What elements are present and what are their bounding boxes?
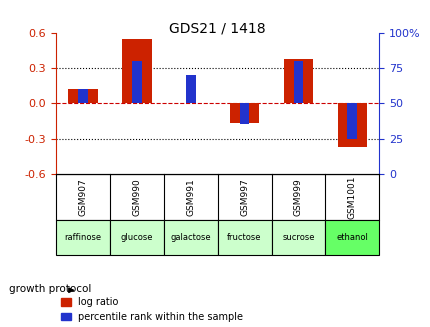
Text: sucrose: sucrose: [282, 233, 314, 242]
Bar: [283, 59, 313, 103]
Text: growth protocol: growth protocol: [9, 284, 91, 294]
Bar: [163, 220, 217, 255]
Text: GSM999: GSM999: [293, 178, 302, 216]
Text: raffinose: raffinose: [64, 233, 101, 242]
Text: fructose: fructose: [227, 233, 261, 242]
Bar: [337, 103, 366, 147]
Bar: [325, 220, 378, 255]
Text: GSM907: GSM907: [78, 178, 87, 216]
Bar: [56, 220, 110, 255]
Legend: log ratio, percentile rank within the sample: log ratio, percentile rank within the sa…: [61, 297, 243, 322]
Bar: [68, 89, 98, 103]
Text: GDS21 / 1418: GDS21 / 1418: [169, 21, 265, 35]
Bar: [271, 220, 325, 255]
Bar: [78, 89, 88, 103]
Text: galactose: galactose: [170, 233, 211, 242]
Bar: [185, 75, 195, 103]
Bar: [110, 220, 163, 255]
Text: GSM991: GSM991: [186, 178, 195, 216]
Text: GSM990: GSM990: [132, 178, 141, 216]
Bar: [293, 61, 303, 103]
Bar: [229, 103, 259, 123]
Text: ethanol: ethanol: [336, 233, 367, 242]
Bar: [217, 220, 271, 255]
Bar: [239, 103, 249, 125]
Bar: [347, 103, 356, 139]
Text: glucose: glucose: [120, 233, 153, 242]
Text: GSM997: GSM997: [240, 178, 249, 216]
Text: GSM1001: GSM1001: [347, 175, 356, 218]
Bar: [122, 39, 151, 103]
Bar: [132, 61, 141, 103]
